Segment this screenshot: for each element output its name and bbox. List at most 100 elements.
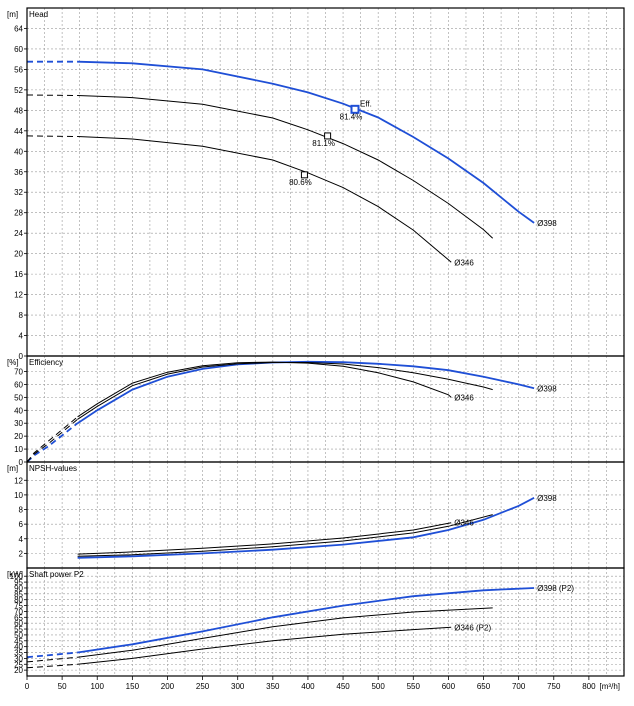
y-tick-label: 10 <box>14 491 23 500</box>
y-tick-label: 12 <box>14 476 23 485</box>
y-tick-label: 95 <box>14 578 23 587</box>
series-line <box>77 497 535 559</box>
panel-title: Head <box>29 10 48 19</box>
y-axis-unit: [m] <box>7 10 18 19</box>
series-label: Ø398 <box>537 494 557 503</box>
series-line <box>77 607 493 658</box>
y-tick-label: 20 <box>14 666 23 675</box>
y-tick-label: 0 <box>19 352 24 361</box>
series-label: Ø346 <box>454 519 474 528</box>
y-tick-label: 24 <box>14 229 23 238</box>
y-tick-label: 40 <box>14 147 23 156</box>
series-line <box>77 360 535 424</box>
y-tick-label: 16 <box>14 270 23 279</box>
series-line-extrapolated <box>26 94 78 96</box>
efficiency-point-label: 81.4% <box>340 112 363 121</box>
x-axis-unit: [m³/h] <box>600 682 620 691</box>
y-tick-label: 64 <box>14 24 23 33</box>
x-tick-label: 300 <box>231 682 245 691</box>
series-line-extrapolated <box>26 418 78 463</box>
y-tick-label: 75 <box>14 602 23 611</box>
x-tick-label: 400 <box>301 682 315 691</box>
series-line-extrapolated <box>26 656 78 663</box>
y-tick-label: 85 <box>14 590 23 599</box>
x-tick-label: 800 <box>582 682 596 691</box>
x-tick-label: 250 <box>196 682 210 691</box>
y-axis-unit: [%] <box>7 358 19 367</box>
series-line-extrapolated <box>26 135 78 137</box>
efficiency-point-marker <box>324 132 332 140</box>
panel-title: NPSH-values <box>29 464 77 473</box>
y-tick-label: 8 <box>19 311 24 320</box>
y-tick-label: 45 <box>14 637 23 646</box>
y-tick-label: 28 <box>14 209 23 218</box>
series-line <box>77 587 535 654</box>
y-tick-label: 52 <box>14 86 23 95</box>
y-tick-label: 12 <box>14 291 23 300</box>
x-tick-label: 650 <box>477 682 491 691</box>
series-label: Ø346 <box>454 393 474 402</box>
y-tick-label: 40 <box>14 643 23 652</box>
y-tick-label: 50 <box>14 393 23 402</box>
series-line-extrapolated <box>26 651 78 659</box>
x-tick-label: 500 <box>371 682 385 691</box>
x-tick-label: 550 <box>407 682 421 691</box>
y-tick-label: 60 <box>14 45 23 54</box>
y-tick-label: 90 <box>14 584 23 593</box>
y-tick-label: 55 <box>14 625 23 634</box>
x-tick-label: 750 <box>547 682 561 691</box>
y-tick-label: 56 <box>14 65 23 74</box>
y-tick-label: 20 <box>14 432 23 441</box>
series-line <box>77 362 493 420</box>
series-line-extrapolated <box>26 416 78 463</box>
y-tick-label: 0 <box>19 458 24 467</box>
x-tick-label: 50 <box>58 682 67 691</box>
y-tick-label: 2 <box>19 549 24 558</box>
efficiency-point-marker <box>300 171 308 179</box>
y-tick-label: 8 <box>19 506 24 515</box>
series-label: Ø398 <box>537 219 557 228</box>
y-axis-unit: [m] <box>7 464 18 473</box>
x-tick-label: 450 <box>336 682 350 691</box>
panel-title: Efficiency <box>29 358 63 367</box>
x-tick-label: 600 <box>442 682 456 691</box>
y-tick-label: 65 <box>14 613 23 622</box>
y-tick-label: 36 <box>14 168 23 177</box>
series-line <box>77 626 452 665</box>
y-tick-label: 60 <box>14 380 23 389</box>
y-tick-label: 20 <box>14 250 23 259</box>
series-line <box>77 361 452 418</box>
y-tick-label: 30 <box>14 419 23 428</box>
efficiency-point-label: 80.6% <box>289 178 312 187</box>
x-tick-label: 150 <box>126 682 140 691</box>
y-tick-label: 4 <box>19 535 24 544</box>
series-label: Ø346 <box>454 258 474 267</box>
y-tick-label: 60 <box>14 619 23 628</box>
y-tick-label: 48 <box>14 106 23 115</box>
y-tick-label: 30 <box>14 654 23 663</box>
y-tick-label: 4 <box>19 332 24 341</box>
y-tick-label: 10 <box>14 445 23 454</box>
y-tick-label: 35 <box>14 649 23 658</box>
series-line <box>77 514 493 557</box>
series-line-extrapolated <box>26 663 78 669</box>
y-tick-label: 6 <box>19 520 24 529</box>
x-tick-label: 0 <box>25 682 30 691</box>
efficiency-point-label: 81.1% <box>312 139 335 148</box>
series-label: Ø398 (P2) <box>537 584 574 593</box>
series-line <box>77 136 452 263</box>
panel-title: Shaft power P2 <box>29 570 84 579</box>
y-tick-label: 70 <box>14 607 23 616</box>
series-line <box>77 60 535 224</box>
y-tick-label: 50 <box>14 631 23 640</box>
x-tick-label: 100 <box>91 682 105 691</box>
y-axis-unit: [kW] <box>7 570 23 579</box>
efficiency-point-tag: Eff. <box>360 99 372 108</box>
efficiency-point-marker <box>350 104 360 114</box>
x-tick-label: 700 <box>512 682 526 691</box>
series-line-extrapolated <box>26 422 79 463</box>
series-label: Ø346 (P2) <box>454 623 491 632</box>
series-line <box>77 95 494 239</box>
series-line <box>77 522 452 555</box>
